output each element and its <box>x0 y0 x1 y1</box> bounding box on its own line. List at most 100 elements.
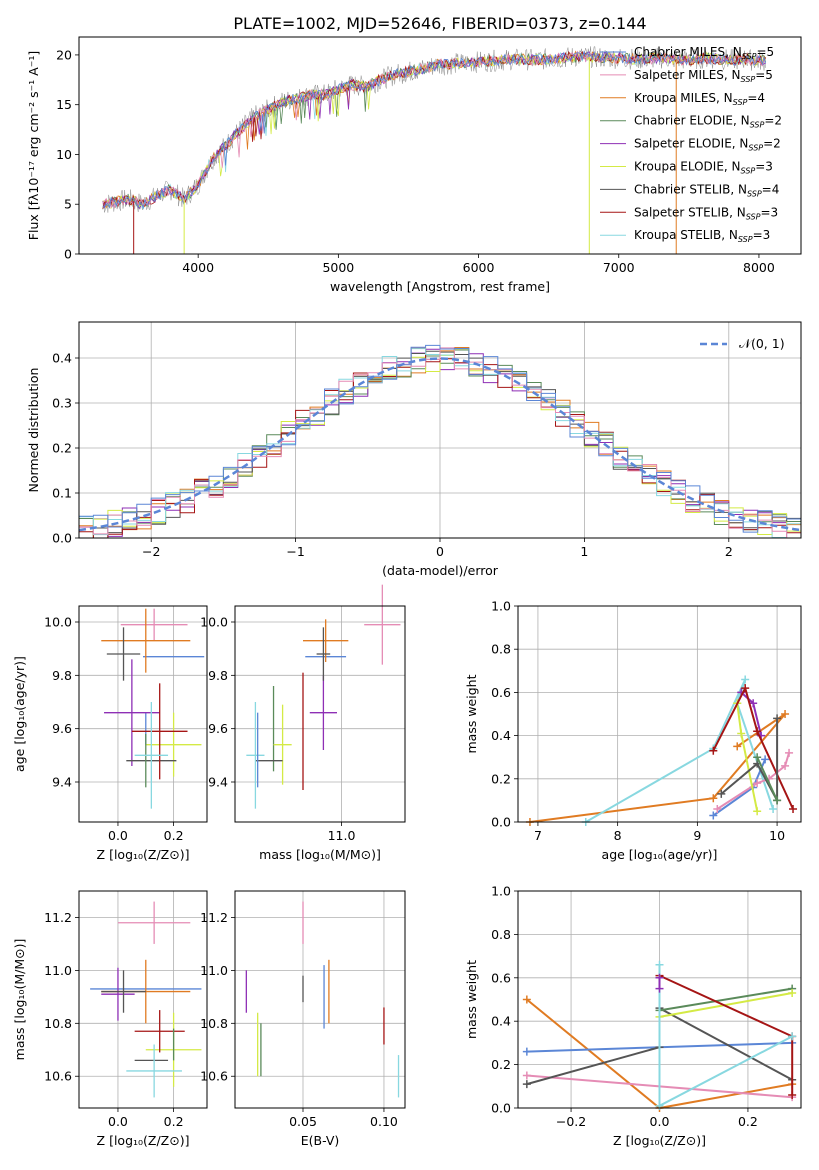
axes-frame <box>78 36 802 255</box>
errorbar-point <box>303 619 349 662</box>
weight-marker <box>522 1047 531 1056</box>
errorbar-point <box>104 659 160 766</box>
spectrum-lines <box>102 46 767 254</box>
figure-title: PLATE=1002, MJD=52646, FIBERID=0373, z=0… <box>233 14 646 33</box>
spectrum-line-pink <box>102 50 766 209</box>
errorbar-point <box>120 608 188 641</box>
y-tick-label: 10.0 <box>200 615 228 630</box>
weight-marker <box>761 755 770 764</box>
y-tick-label: 0.2 <box>52 441 72 456</box>
weight-marker <box>522 1071 531 1080</box>
histogram-step-blue <box>79 344 801 537</box>
y-tick-label: 0.8 <box>491 642 511 657</box>
y-tick-label: 9.4 <box>52 775 72 790</box>
x-axis-label: Z [log₁₀(Z/Z⊙)] <box>613 1133 706 1148</box>
y-tick-label: 0.8 <box>491 927 511 942</box>
y-axis-label: mass weight <box>464 674 479 753</box>
y-tick-label: 20 <box>56 47 72 62</box>
errorbar-point <box>316 627 331 681</box>
axes-age_vs_Z: 0.0 0.2 9.4 9.6 9.8 10.0 Z [log₁₀(Z/Z⊙)] age [l… <box>12 606 207 862</box>
legend-entry-label: Chabrier STELIB, NSSP=4 <box>634 182 779 198</box>
axes-frame <box>234 890 406 1109</box>
legend-entry-label: Salpeter ELODIE, NSSP=2 <box>634 137 781 153</box>
x-tick-label: 0.0 <box>108 1114 128 1129</box>
errorbar-point <box>364 584 401 665</box>
y-tick-label: 0.6 <box>491 685 511 700</box>
errorbar-point <box>273 704 292 785</box>
axes-frame <box>234 605 406 823</box>
x-tick-label: 0.0 <box>108 828 128 843</box>
y-tick-label: 9.8 <box>52 668 72 683</box>
weight-marker <box>709 794 718 803</box>
errorbar-point <box>101 970 146 1013</box>
weight-marker <box>733 742 742 751</box>
axes-frame <box>78 890 208 1109</box>
y-tick-label: 10.8 <box>200 1016 228 1031</box>
weight-line-green <box>659 987 793 1012</box>
weight-marker <box>788 1090 797 1099</box>
errorbar-point <box>106 627 141 681</box>
legend-entry-label: Kroupa STELIB, NSSP=3 <box>634 228 770 244</box>
weight-marker <box>713 805 722 814</box>
x-tick-label: 2 <box>725 544 733 559</box>
weight-marker <box>522 1080 531 1089</box>
weight-marker <box>737 729 746 738</box>
weight-marker <box>789 805 798 814</box>
gaussian-curve <box>79 357 801 532</box>
y-tick-label: 10.8 <box>44 1016 72 1031</box>
errorbar-point <box>309 675 337 750</box>
errorbar-point <box>101 967 135 1021</box>
x-tick-label: 0.10 <box>370 1114 398 1129</box>
errorbar-point <box>134 1010 185 1053</box>
y-tick-label: 10 <box>56 147 72 162</box>
axes-frame <box>78 321 802 539</box>
axes-age_vs_mass: 11.0 9.4 9.6 9.8 10.0 mass [log₁₀(M/M⊙)] <box>200 606 405 862</box>
weight-marker <box>655 960 664 969</box>
y-tick-label: 0.6 <box>491 970 511 985</box>
x-tick-label: 8000 <box>743 260 775 275</box>
y-tick-label: 9.8 <box>208 668 228 683</box>
axes-mass_vs_ebv: 0.05 0.10 10.6 10.8 11.0 11.2 E(B-V) <box>200 891 405 1148</box>
weight-marker <box>769 805 778 814</box>
weight-line-red <box>712 685 794 810</box>
spectrum-line-red <box>102 50 767 209</box>
weight-marker <box>717 789 726 798</box>
y-axis-label: mass weight <box>464 960 479 1039</box>
y-tick-label: 11.2 <box>200 910 228 925</box>
legend-entry-label: Salpeter MILES, NSSP=5 <box>634 68 773 84</box>
weight-marker <box>655 973 664 982</box>
errorbar-point <box>126 1044 182 1098</box>
x-axis-label: Z [log₁₀(Z/Z⊙)] <box>97 1133 190 1148</box>
y-tick-label: 10.6 <box>44 1069 72 1084</box>
y-axis-label: Normed distribution <box>26 368 41 493</box>
axes-mass_vs_Z: 0.0 0.2 10.6 10.8 11.0 11.2 Z [log₁₀(Z/Z⊙)] mas… <box>12 891 207 1148</box>
axes-spectrum: 4000 5000 6000 7000 8000 0 5 10 15 20 wavelength [… <box>26 47 775 294</box>
axes-frame <box>517 890 802 1109</box>
histogram-steps <box>79 344 801 538</box>
x-axis-label: Z [log₁₀(Z/Z⊙)] <box>97 847 190 862</box>
weight-line-cyan <box>658 964 793 1108</box>
y-tick-label: 0.0 <box>491 1101 511 1116</box>
x-tick-label: −0.2 <box>556 1114 586 1129</box>
weight-marker <box>749 699 758 708</box>
y-tick-label: 10.6 <box>200 1069 228 1084</box>
x-tick-label: 0.0 <box>650 1114 670 1129</box>
x-tick-label: 11.0 <box>328 828 356 843</box>
y-tick-label: 0.3 <box>52 396 72 411</box>
y-tick-label: 9.6 <box>208 721 228 736</box>
y-tick-label: 0.2 <box>491 1057 511 1072</box>
x-tick-label: −1 <box>286 544 304 559</box>
y-tick-label: 10.0 <box>44 615 72 630</box>
weight-line-purple <box>740 691 763 736</box>
x-tick-label: 0 <box>436 544 444 559</box>
y-axis-label: age [log₁₀(age/yr)] <box>12 656 27 772</box>
y-tick-label: 11.0 <box>200 963 228 978</box>
y-tick-label: 15 <box>56 97 72 112</box>
x-tick-label: 6000 <box>463 260 495 275</box>
weight-marker <box>709 746 718 755</box>
y-tick-label: 0.0 <box>52 531 72 546</box>
x-axis-label: (data-model)/error <box>382 563 499 578</box>
errorbar-point <box>134 702 169 809</box>
legend-entry-label: Chabrier ELODIE, NSSP=2 <box>634 114 782 130</box>
weight-marker <box>522 995 531 1004</box>
